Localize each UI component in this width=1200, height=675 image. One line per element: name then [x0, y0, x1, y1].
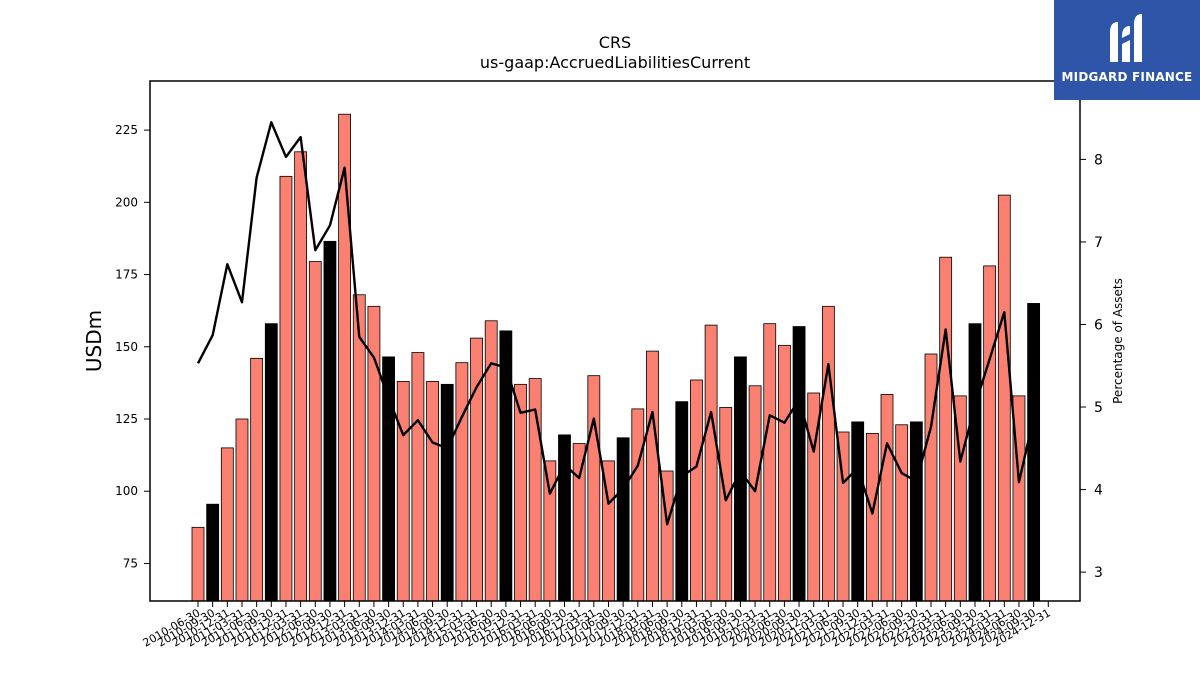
bar-2018-03-31	[646, 350, 659, 602]
bar-2012-09-30	[323, 240, 337, 602]
bar-2023-09-30	[968, 323, 982, 602]
bar-2023-03-31	[939, 256, 953, 602]
y-tick-label: 200	[115, 195, 138, 209]
bar-series	[191, 113, 1041, 602]
logo-text: MIDGARD FINANCE	[1061, 70, 1193, 84]
bar-2013-12-31	[396, 381, 410, 602]
bar-2022-06-30	[895, 424, 909, 602]
bar-2017-03-31	[587, 375, 601, 602]
bar-2014-03-31	[411, 352, 425, 602]
bar-2010-09-30	[206, 503, 220, 602]
y2-tick-label: 5	[1094, 400, 1103, 416]
y-tick-label: 100	[115, 484, 138, 498]
bar-2018-09-30	[675, 401, 689, 602]
bar-2022-09-30	[909, 421, 923, 602]
bar-2019-06-30	[719, 407, 733, 602]
chart-subtitle: us-gaap:AccruedLiabilitiesCurrent	[480, 53, 750, 72]
axes: 751001251501752002253456782010-06-302010…	[115, 80, 1103, 650]
y-tick-label: 150	[115, 340, 138, 354]
y-tick-label: 175	[115, 268, 138, 282]
y2-tick-label: 4	[1094, 483, 1103, 499]
bar-2021-12-31	[865, 433, 879, 602]
y2-tick-label: 3	[1094, 565, 1103, 581]
bar-2019-12-31	[748, 385, 762, 602]
bar-2023-12-31	[983, 265, 997, 602]
bar-2012-03-31	[294, 151, 308, 602]
percentage-of-assets-line	[196, 121, 1035, 526]
bar-2011-06-30	[250, 357, 264, 602]
bar-2016-06-30	[543, 460, 557, 602]
bar-2010-06-30	[191, 526, 205, 602]
bar-2022-03-31	[880, 394, 894, 602]
bar-2021-09-30	[851, 421, 865, 602]
y-tick-label: 225	[115, 123, 138, 137]
bar-2016-12-31	[572, 443, 586, 602]
bar-2014-12-31	[455, 362, 469, 602]
bar-2011-09-30	[264, 323, 278, 602]
y-axis-label: USDm	[82, 310, 106, 372]
bar-2015-09-30	[499, 330, 513, 602]
bar-2011-03-31	[235, 418, 249, 602]
bar-2020-09-30	[792, 326, 806, 602]
bar-2015-12-31	[514, 383, 527, 602]
bar-2011-12-31	[279, 175, 293, 602]
bar-2017-12-31	[631, 408, 645, 602]
bar-2018-12-31	[690, 379, 703, 602]
bar-2016-09-30	[558, 434, 571, 602]
bar-2012-06-30	[308, 261, 322, 602]
bar-2021-03-31	[821, 305, 835, 602]
midgard-logo-icon	[1110, 14, 1142, 62]
bar-2015-03-31	[470, 337, 483, 602]
bar-2014-06-30	[426, 381, 439, 602]
line-series	[196, 121, 1035, 526]
midgard-finance-logo: MIDGARD FINANCE	[1054, 0, 1200, 100]
bar-2019-03-31	[704, 324, 718, 602]
bar-2020-06-30	[778, 344, 791, 602]
y-tick-label: 75	[123, 556, 138, 570]
y2-tick-label: 7	[1094, 235, 1103, 251]
y2-tick-label: 8	[1094, 152, 1103, 168]
bar-2013-09-30	[382, 356, 395, 602]
bar-2024-03-31	[997, 194, 1011, 602]
bar-2020-03-31	[763, 323, 777, 602]
y2-tick-label: 6	[1094, 317, 1103, 333]
plot-frame	[149, 80, 1081, 602]
y2-axis-label: Percentage of Assets	[1111, 278, 1125, 404]
bar-2024-09-30	[1027, 303, 1041, 602]
bar-2010-12-31	[220, 447, 234, 602]
chart-title: CRS	[599, 33, 631, 52]
bar-2014-09-30	[440, 383, 454, 602]
bar-2017-09-30	[616, 437, 630, 602]
y-tick-label: 125	[115, 412, 138, 426]
